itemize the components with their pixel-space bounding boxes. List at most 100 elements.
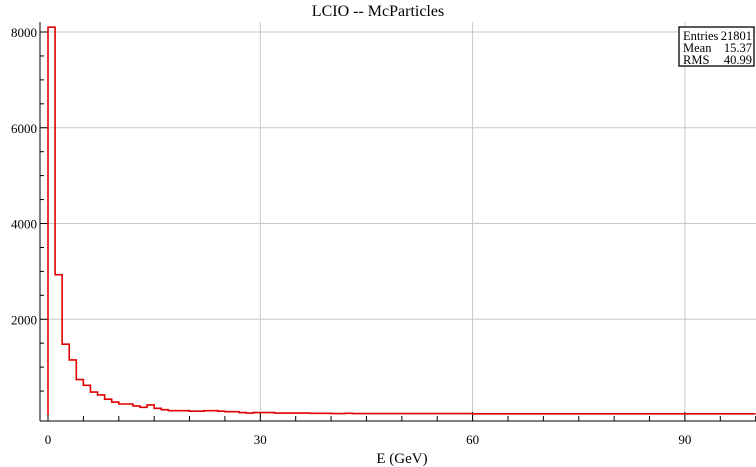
histogram-bin	[650, 414, 657, 415]
histogram-bin	[451, 414, 458, 415]
histogram-bin	[550, 414, 557, 415]
histogram-bin	[685, 414, 692, 415]
histogram-bin	[508, 414, 515, 415]
histogram-bin	[480, 414, 487, 415]
histogram-bin	[69, 360, 76, 415]
histogram-bin	[565, 414, 572, 415]
stats-rms-label: RMS	[683, 53, 709, 67]
histogram-bin	[204, 411, 211, 415]
histogram-bin	[635, 414, 642, 415]
histogram-bin	[409, 414, 416, 415]
histogram-line	[47, 26, 756, 415]
histogram-bin	[593, 414, 600, 415]
histogram-bin	[749, 414, 756, 415]
histogram-bin	[437, 414, 444, 415]
histogram-bin	[699, 414, 706, 415]
x-tick-label: 90	[678, 432, 691, 447]
histogram-bin	[112, 402, 119, 415]
x-axis-ticks: 0 30 60 90	[45, 412, 756, 447]
histogram-bin	[232, 412, 239, 415]
histogram-bin	[197, 411, 204, 415]
stats-mean-label: Mean	[683, 41, 712, 55]
histogram-bin	[190, 411, 197, 415]
histogram-bin	[331, 414, 338, 415]
histogram-bin	[487, 414, 494, 415]
histogram-bin	[657, 414, 664, 415]
histogram-bin	[558, 414, 565, 415]
histogram-bin	[140, 407, 147, 415]
histogram-bin	[529, 414, 536, 415]
histogram-bin	[260, 413, 267, 415]
histogram-bin	[395, 414, 402, 415]
histogram-bin	[466, 414, 473, 415]
x-tick-label: 30	[254, 432, 267, 447]
histogram-bin	[628, 414, 635, 415]
histogram-bin	[352, 414, 359, 415]
histogram-bin	[388, 414, 395, 415]
histogram-bin	[175, 411, 182, 415]
stats-box-border	[678, 26, 755, 67]
stats-mean-value: 15.37	[724, 41, 752, 55]
histogram-bin	[282, 413, 289, 415]
histogram-bin	[182, 411, 189, 415]
histogram-bin	[154, 408, 161, 415]
histogram-bin	[536, 414, 543, 415]
histogram-bin	[366, 414, 373, 415]
histogram-bin	[303, 413, 310, 415]
histogram-bin	[671, 414, 678, 415]
histogram-bin	[402, 414, 409, 415]
y-tick-label: 2000	[11, 312, 37, 327]
histogram-bin	[211, 411, 218, 415]
histogram-bin	[239, 413, 246, 415]
histogram-bin	[494, 414, 501, 415]
y-tick-label: 4000	[11, 217, 37, 232]
histogram-bin	[246, 413, 253, 415]
x-axis-title: E (GeV)	[376, 451, 427, 467]
x-tick-label: 0	[45, 432, 52, 447]
histogram-bin	[310, 413, 317, 415]
histogram-bin	[105, 399, 112, 415]
histogram-bin	[423, 414, 430, 415]
y-tick-label: 6000	[11, 121, 37, 136]
histogram-bin	[225, 412, 232, 415]
histogram-bin	[168, 411, 175, 415]
histogram-bin	[621, 414, 628, 415]
histogram-bin	[600, 414, 607, 415]
histogram-bin	[55, 275, 62, 415]
histogram-bin	[416, 414, 423, 415]
histogram-bin	[126, 404, 133, 415]
histogram-bin	[76, 380, 83, 415]
histogram-bin	[147, 405, 154, 415]
histogram-bin	[381, 414, 388, 415]
histogram-bin	[133, 406, 140, 415]
histogram-bin	[218, 411, 225, 415]
grid-lines	[40, 22, 756, 421]
stats-entries-label: Entries	[683, 29, 719, 43]
histogram-bin	[692, 414, 699, 415]
histogram-bin	[289, 413, 296, 415]
stats-rms-value: 40.99	[724, 53, 752, 67]
histogram-bin	[706, 414, 713, 415]
histogram-bin	[742, 414, 749, 415]
histogram-bin	[324, 413, 331, 415]
histogram-bin	[713, 414, 720, 415]
histogram-bin	[543, 414, 550, 415]
histogram-bin	[296, 413, 303, 415]
histogram-bin	[267, 413, 274, 415]
histogram-bin	[642, 414, 649, 415]
histogram-bin	[727, 414, 734, 415]
histogram-bin	[119, 404, 126, 415]
histogram-bin	[359, 414, 366, 415]
chart-title: LCIO -- McParticles	[312, 3, 444, 20]
histogram-bin	[586, 414, 593, 415]
histogram-bin	[253, 413, 260, 415]
histogram-bin	[374, 414, 381, 415]
histogram-bin	[572, 414, 579, 415]
stats-box: Entries 21801 Mean 15.37 RMS 40.99	[678, 26, 755, 67]
histogram-bin	[90, 392, 97, 415]
histogram-bin	[734, 414, 741, 415]
histogram-bin	[607, 414, 614, 415]
histogram-bin	[317, 413, 324, 415]
y-axis-ticks: 2000 4000 6000 8000	[11, 25, 48, 392]
